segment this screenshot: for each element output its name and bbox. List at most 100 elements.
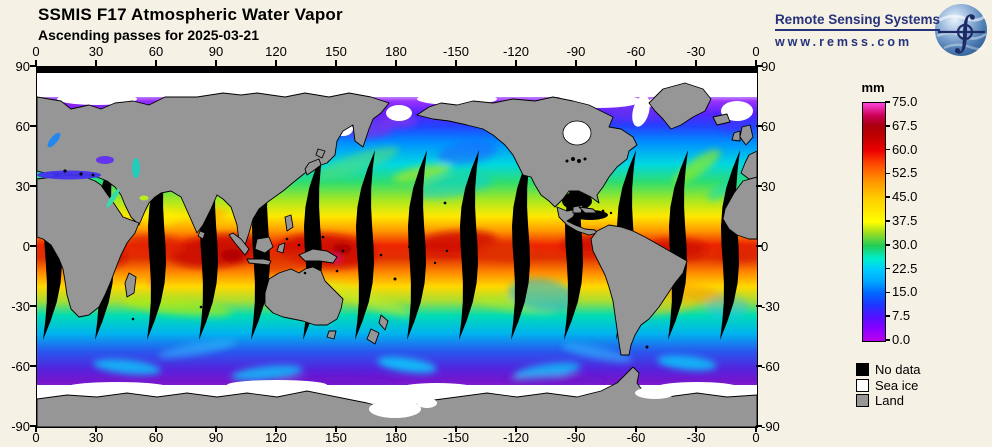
lon-tick-bottom	[275, 426, 277, 432]
vapor-blob	[377, 356, 437, 374]
lon-tick-label-top: 150	[325, 44, 347, 59]
lon-tick-label-bottom: -120	[502, 430, 530, 445]
polar-no-data-band	[37, 67, 757, 73]
landmass-sri-lanka	[197, 230, 206, 240]
vapor-blob	[673, 149, 721, 185]
colorbar-tick	[885, 101, 890, 103]
lon-tick-label-bottom: 150	[325, 430, 347, 445]
lon-tick-label-top: 0	[32, 44, 40, 59]
landmass-honshu	[304, 158, 322, 176]
swath-gap	[459, 150, 479, 340]
swath-gap	[564, 150, 584, 340]
legend-swatch	[856, 394, 869, 407]
lon-tick-top	[155, 60, 157, 66]
black-sea	[96, 156, 114, 164]
lat-tick-label-left: 0	[22, 239, 30, 254]
colorbar-tick	[885, 196, 890, 198]
lat-tick-label-left: 30	[15, 179, 30, 194]
legend-item-no-data: No data	[856, 362, 921, 377]
lon-tick-label-bottom: 90	[208, 430, 224, 445]
remss-url-link[interactable]: www.remss.com	[774, 34, 913, 49]
landmass-madagascar	[124, 272, 137, 298]
colorbar-tick	[885, 339, 890, 341]
colorbar-unit-label: mm	[861, 80, 885, 95]
lat-tick-label-right: 0	[761, 239, 769, 254]
lat-tick-right	[756, 425, 762, 427]
lat-tick-left	[30, 305, 36, 307]
lon-tick-label-bottom: -30	[686, 430, 706, 445]
legend-label: Land	[875, 393, 904, 408]
landmass-west-africa-wrap	[722, 176, 757, 240]
lon-tick-top	[395, 60, 397, 66]
legend-label: Sea ice	[875, 377, 919, 393]
baltic-sea	[47, 132, 61, 148]
landmass-greenland	[648, 82, 712, 130]
colorbar-tick-label: 60.0	[892, 141, 918, 157]
lon-tick-bottom	[755, 426, 757, 432]
vapor-blob	[561, 343, 633, 363]
lon-tick-top	[695, 60, 697, 66]
lat-tick-label-left: -90	[11, 419, 30, 434]
colorbar-tick-label: 37.5	[892, 213, 918, 228]
lat-tick-left	[30, 245, 36, 247]
lon-tick-top	[575, 60, 577, 66]
lon-tick-label-bottom: 120	[265, 430, 287, 445]
landmass-ireland	[731, 130, 741, 142]
lat-tick-label-left: 90	[15, 59, 30, 74]
colorbar-tick-label: 52.5	[892, 165, 918, 181]
lon-tick-label-top: 120	[265, 44, 287, 59]
swath-gap	[355, 150, 375, 340]
lat-tick-label-right: 60	[761, 119, 776, 134]
landmass-java	[246, 258, 272, 266]
lon-tick-label-bottom: 30	[88, 430, 104, 445]
lat-tick-right	[756, 305, 762, 307]
colorbar-tick	[885, 291, 890, 294]
landmass-sulawesi	[276, 242, 286, 254]
landmass-eurasia	[37, 92, 390, 246]
lon-tick-label-top: -90	[566, 44, 586, 59]
lon-tick-top	[335, 60, 337, 66]
island-specks	[131, 201, 649, 349]
colorbar-tick-label: 45.0	[892, 189, 918, 205]
colorbar-tick-label: 75.0	[892, 94, 918, 109]
weddell-sea-ice	[635, 387, 675, 399]
lon-tick-label-top: 0	[752, 44, 760, 59]
lon-tick-bottom	[695, 426, 697, 432]
lon-tick-top	[35, 60, 37, 66]
lon-tick-bottom	[395, 426, 397, 432]
legend-item-land: Land	[856, 393, 904, 408]
legend-item-sea-ice: Sea ice	[856, 378, 918, 393]
landmass-tasmania	[326, 330, 337, 340]
lat-tick-left	[30, 185, 36, 187]
lon-tick-bottom	[155, 426, 157, 432]
inland-seas	[37, 120, 675, 418]
legend-swatch	[856, 378, 869, 392]
lon-tick-label-top: -150	[442, 44, 470, 59]
lon-tick-label-top: 180	[385, 44, 407, 59]
landmass-philippines	[284, 214, 294, 232]
lat-tick-right	[756, 185, 762, 187]
colorbar-tick	[885, 172, 890, 175]
vapor-blob	[507, 375, 607, 387]
red-sea	[106, 188, 120, 208]
map-canvas	[37, 67, 757, 427]
colorbar-tick-label: 22.5	[892, 260, 918, 276]
lon-tick-label-top: 90	[208, 44, 224, 59]
lon-tick-top	[455, 60, 457, 66]
colorbar-tick	[885, 244, 890, 246]
landmass-antarctica	[37, 366, 757, 427]
lat-tick-left	[30, 365, 36, 367]
vapor-blob	[220, 249, 244, 261]
lat-tick-label-left: -60	[11, 359, 30, 374]
water-vapor-map	[36, 66, 758, 428]
lat-tick-label-right: -60	[761, 359, 780, 374]
landmass-sumatra	[228, 232, 250, 256]
lat-tick-label-right: -30	[761, 299, 780, 314]
colorbar-tick	[885, 125, 890, 127]
integral-symbol: ∫	[954, 7, 976, 56]
landmass-africa	[37, 174, 140, 318]
lon-tick-top	[95, 60, 97, 66]
remss-logo: Remote Sensing Systems www.remss.com ∫	[774, 3, 988, 57]
lon-tick-label-top: -60	[626, 44, 646, 59]
lat-tick-left	[30, 125, 36, 127]
